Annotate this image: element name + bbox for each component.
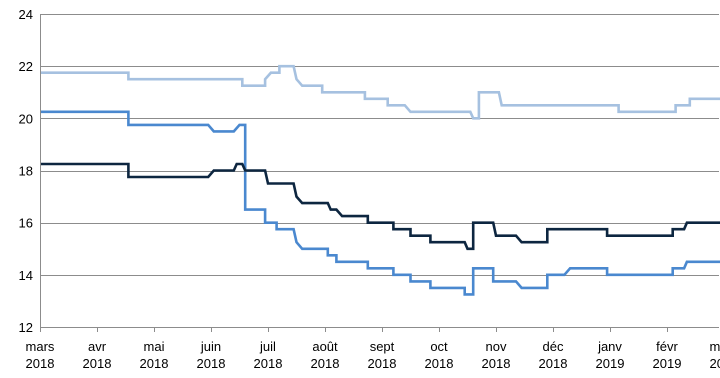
x-tick-label-month: oct — [430, 339, 448, 354]
x-tick-label-month: juin — [200, 339, 221, 354]
x-tick-label-year: 2018 — [425, 356, 454, 371]
x-tick-label-year: 2018 — [83, 356, 112, 371]
x-tick-label-month: mars — [710, 339, 720, 354]
series-line-2 — [40, 110, 720, 296]
y-tick-label: 14 — [19, 268, 33, 283]
x-tick-label-year: 2018 — [26, 356, 55, 371]
x-tick-label-month: janv — [597, 339, 622, 354]
series-line-3 — [40, 162, 720, 251]
x-tick-label-year: 2018 — [197, 356, 226, 371]
x-tick-label-month: juil — [259, 339, 276, 354]
x-tick-label-month: sept — [370, 339, 395, 354]
y-tick-label: 16 — [19, 216, 33, 231]
y-tick-label: 18 — [19, 164, 33, 179]
x-tick-label-month: févr — [656, 339, 678, 354]
x-tick-label-year: 2018 — [254, 356, 283, 371]
x-tick-labels: mars 2018 avr 2018 mai 2018 juin 2018 juil 2018 ao… — [26, 339, 720, 371]
y-tick-label: 24 — [19, 7, 33, 22]
axes — [40, 14, 719, 332]
x-tick-label-year: 2018 — [368, 356, 397, 371]
x-tick-label-year: 2018 — [539, 356, 568, 371]
x-tick-label-month: mars — [26, 339, 55, 354]
x-tick-label-month: août — [312, 339, 338, 354]
x-tick-label-month: mai — [144, 339, 165, 354]
series-lines — [40, 64, 720, 296]
y-tick-label: 20 — [19, 111, 33, 126]
x-tick-label-year: 2018 — [482, 356, 511, 371]
y-tick-label: 12 — [19, 320, 33, 335]
x-tick-label-month: avr — [88, 339, 107, 354]
x-tick-label-year: 2019 — [596, 356, 625, 371]
x-tick-label-month: nov — [486, 339, 507, 354]
x-tick-label-year: 2019 — [710, 356, 720, 371]
series-line-1 — [40, 64, 720, 120]
y-tick-label: 22 — [19, 59, 33, 74]
x-tick-label-year: 2019 — [653, 356, 682, 371]
x-tick-label-year: 2018 — [140, 356, 169, 371]
x-tick-label-month: déc — [543, 339, 564, 354]
x-tick-label-year: 2018 — [311, 356, 340, 371]
y-tick-labels: 12 14 16 18 20 22 24 — [19, 7, 33, 335]
